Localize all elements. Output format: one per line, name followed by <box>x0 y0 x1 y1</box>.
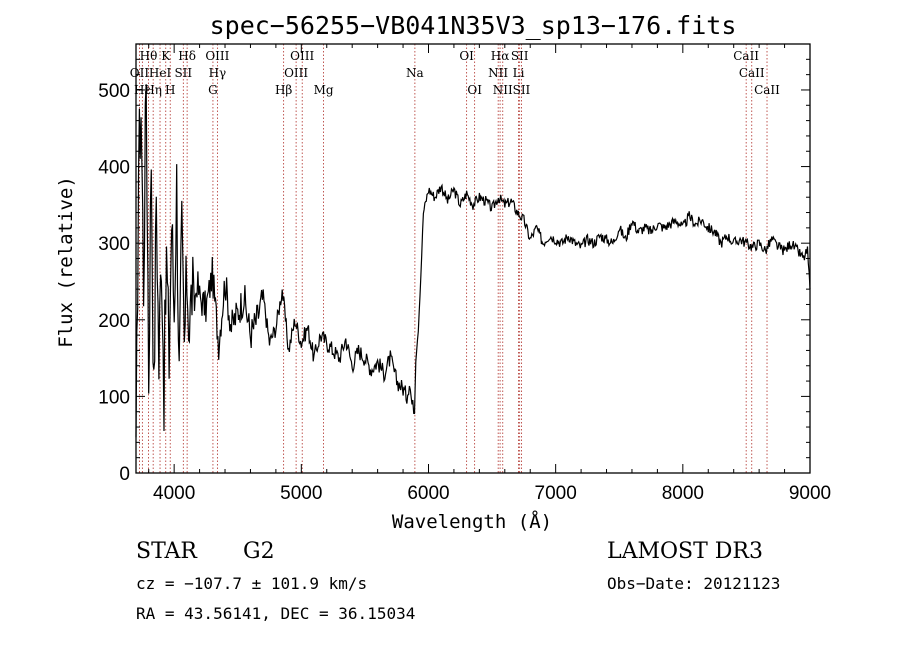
x-axis-label: Wavelength (Å) <box>392 510 552 533</box>
emission-line-label: Hδ <box>178 49 196 63</box>
emission-line-label: Hβ <box>275 83 292 97</box>
emission-line-label: Hθ <box>140 49 158 63</box>
emission-line-label: Li <box>513 66 525 80</box>
x-tick-label: 4000 <box>153 483 195 504</box>
spectrum-line <box>135 84 811 438</box>
emission-line-label: OII <box>130 66 150 80</box>
spectral-subclass: G2 <box>243 539 275 564</box>
emission-line-label: OI <box>459 49 474 63</box>
object-class: STAR <box>136 539 198 564</box>
emission-line-label: H <box>165 83 175 97</box>
emission-line-label: Hη <box>144 83 162 97</box>
y-tick-label: 0 <box>119 464 130 485</box>
emission-line-label: OI <box>467 83 482 97</box>
x-tick-label: 9000 <box>789 483 831 504</box>
emission-line-label: SII <box>174 66 192 80</box>
x-tick-label: 8000 <box>662 483 704 504</box>
emission-line-label: SII <box>511 49 529 63</box>
survey-name: LAMOST DR3 <box>607 539 763 564</box>
emission-line-label: OIII <box>284 66 308 80</box>
emission-line-label: K <box>161 49 171 63</box>
y-tick-label: 200 <box>98 311 130 332</box>
emission-line-label: Mg <box>314 83 334 97</box>
x-tick-label: 5000 <box>280 483 322 504</box>
y-tick-label: 400 <box>98 158 130 179</box>
emission-line-label: CaII <box>733 49 759 63</box>
chart-title: spec−56255−VB041N35V3_sp13−176.fits <box>210 11 737 40</box>
emission-line-markers <box>139 44 768 473</box>
emission-line-label: NII <box>493 83 513 97</box>
emission-line-label: NII <box>488 66 508 80</box>
emission-line-label: G <box>208 83 218 97</box>
y-tick-label: 300 <box>98 234 130 255</box>
emission-line-label: Na <box>406 66 424 80</box>
y-tick-label: 500 <box>98 81 130 102</box>
coordinates: RA = 43.56141, DEC = 36.15034 <box>136 604 415 623</box>
emission-line-label: CaII <box>754 83 780 97</box>
observation-date: Obs−Date: 20121123 <box>607 574 780 593</box>
y-tick-label: 100 <box>98 387 130 408</box>
emission-line-label: Hγ <box>209 66 227 80</box>
x-axis-ticks: 4000 5000 6000 7000 8000 9000 <box>148 44 831 504</box>
redshift-value: cz = −107.7 ± 101.9 km/s <box>136 574 367 593</box>
emission-line-label: OIII <box>205 49 229 63</box>
emission-line-label: OIII <box>290 49 314 63</box>
emission-line-label: HeI <box>149 66 172 80</box>
x-tick-label: 7000 <box>535 483 577 504</box>
plot-frame <box>135 43 811 474</box>
emission-line-label: CaII <box>739 66 765 80</box>
x-tick-label: 6000 <box>407 483 449 504</box>
emission-line-label: SII <box>513 83 531 97</box>
y-axis-label: Flux (relative) <box>55 176 77 348</box>
y-axis-ticks: 0 100 200 300 400 500 <box>98 58 810 485</box>
emission-line-label: Hα <box>491 49 510 63</box>
